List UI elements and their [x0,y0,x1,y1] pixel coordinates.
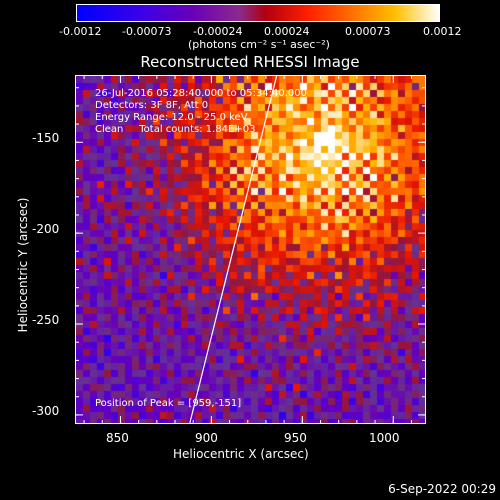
y-tick-label: -150 [32,131,60,145]
peak-position-label: Position of Peak = [959,-151] [95,398,242,409]
chart-title: Reconstructed RHESSI Image [140,53,360,71]
info-energy: Energy Range: 12.0 - 25.0 keV [95,112,248,123]
info-clean: Clean Total counts: 1.84E+03 [95,124,256,135]
y-tick-label: -300 [32,404,60,418]
x-tick-label: 1000 [369,431,400,445]
plot-area [75,75,426,424]
heatmap-canvas [76,76,425,423]
colorbar-tick-label: 0.00024 [264,25,310,38]
info-time: 26-Jul-2016 05:28:40.000 to 05:34:40.000 [95,88,307,99]
x-tick-label: 850 [106,431,129,445]
colorbar-tick-label: -0.00024 [193,25,243,38]
x-axis-label: Heliocentric X (arcsec) [173,447,309,461]
y-tick-label: -200 [32,222,60,236]
colorbar [76,4,440,22]
x-tick-label: 900 [195,431,218,445]
colorbar-tick-label: 0.00073 [345,25,391,38]
colorbar-tick-label: 0.0012 [423,25,462,38]
solar-limb-line [188,74,278,425]
y-axis-label: Heliocentric Y (arcsec) [16,197,30,333]
footer-date: 6-Sep-2022 00:29 [388,482,496,496]
y-tick-label: -250 [32,313,60,327]
colorbar-tick-label: -0.00073 [122,25,172,38]
colorbar-units: (photons cm⁻² s⁻¹ asec⁻²) [188,38,330,51]
colorbar-tick-label: -0.0012 [59,25,102,38]
info-detectors: Detectors: 3F 8F, Att 0 [95,100,209,111]
x-tick-label: 950 [284,431,307,445]
axis-ticks [75,75,426,424]
